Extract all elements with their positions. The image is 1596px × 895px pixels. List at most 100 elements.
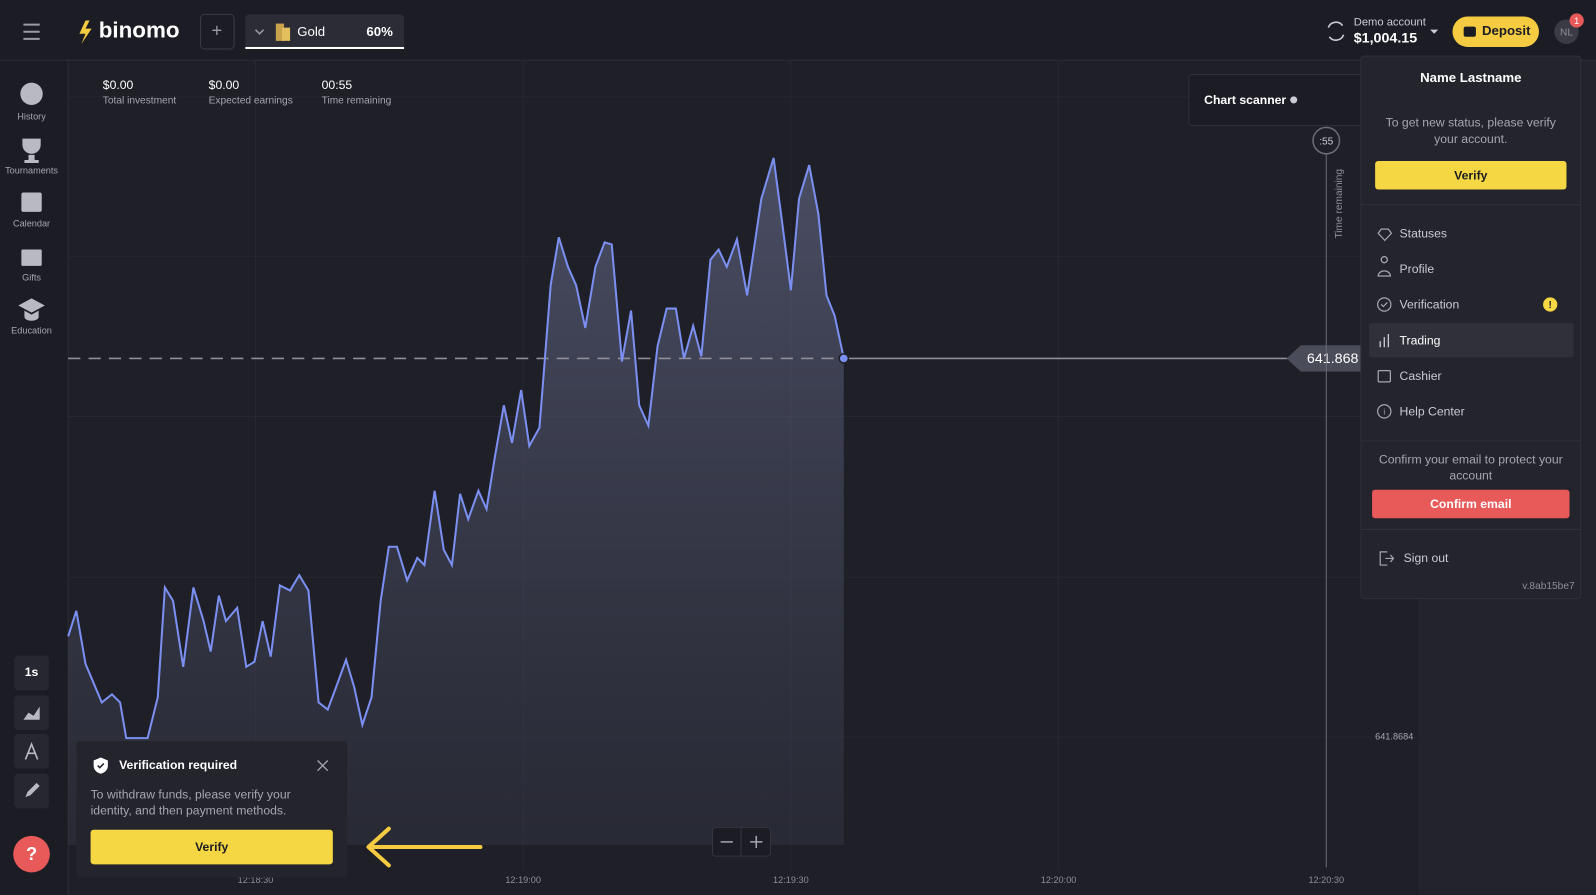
chart-type-icon [23, 706, 40, 720]
sidebar-item[interactable]: Tournaments [5, 166, 58, 176]
warning-icon [1543, 297, 1558, 312]
timeframe-button[interactable] [14, 655, 49, 691]
email-text: account [1449, 469, 1492, 483]
verification-toast: Verification required To withdraw funds,… [76, 741, 348, 878]
timeframe: 1s [25, 665, 39, 679]
account-dropdown[interactable] [1430, 29, 1439, 34]
time-label: 12:18:30 [238, 875, 274, 885]
stat-value: $0.00 [103, 78, 134, 92]
toast-verify-button[interactable] [90, 829, 333, 865]
toast-close[interactable] [317, 760, 329, 772]
shield-check [97, 763, 105, 769]
header: binomo + Gold 60% Demo account $1,004.15… [23, 13, 1584, 50]
chart-type-button[interactable] [14, 695, 49, 730]
chevron [254, 29, 265, 35]
time-label: 12:20:00 [1041, 875, 1077, 885]
price-axis-label: 641.8684 [1375, 732, 1413, 742]
notification-badge [1569, 13, 1584, 28]
menu-item[interactable]: Trading [1400, 333, 1441, 347]
education-icon [18, 298, 45, 321]
status-text: To get new status, please verify [1386, 116, 1557, 130]
asset-name: Gold [297, 24, 325, 39]
price-tag [1286, 345, 1362, 372]
indicators-button[interactable] [14, 734, 49, 769]
wallet-icon [1463, 26, 1476, 37]
menu-item[interactable]: Help Center [1400, 405, 1465, 419]
menu-item-active [1369, 322, 1574, 358]
deposit-label: Deposit [1482, 23, 1531, 38]
add-tab[interactable] [200, 13, 235, 50]
time-label: 12:19:30 [773, 875, 809, 885]
sidebar-item[interactable]: Calendar [13, 219, 50, 229]
user-name: Name Lastname [1420, 70, 1521, 85]
balance[interactable]: $1,004.15 [1354, 31, 1417, 47]
badge-count: 1 [1574, 16, 1579, 26]
status-text: your account. [1434, 132, 1507, 146]
gifts-icon [21, 249, 42, 266]
sidebar-item[interactable]: History [17, 112, 46, 122]
timer: :55 [1319, 136, 1333, 147]
stat-label: Time remaining [322, 96, 392, 107]
price-area [68, 157, 844, 845]
verification-check [1380, 302, 1388, 308]
profile-menu: Name Lastname To get new status, please … [1360, 55, 1582, 600]
help-center-icon [1377, 404, 1392, 419]
deposit-button[interactable] [1452, 16, 1539, 47]
help-icon: ? [26, 843, 37, 864]
help-center-mark: i [1383, 408, 1385, 417]
indicators-icon [24, 742, 39, 760]
toast-title: Verification required [119, 758, 237, 772]
time-label: 12:20:30 [1308, 875, 1344, 885]
sidebar-item[interactable]: Gifts [22, 272, 41, 282]
drawing-icon [25, 782, 40, 798]
sidebar: History Tournaments Calendar Gifts Educa… [5, 82, 58, 873]
gold-icon [275, 23, 284, 41]
pointer-arrow [366, 826, 483, 868]
current-price: 641.868 [1307, 351, 1359, 367]
payout: 60% [366, 24, 393, 39]
stat-value: $0.00 [209, 78, 240, 92]
timer-label: Time remaining [1334, 169, 1345, 239]
switch-icon[interactable] [1327, 21, 1345, 41]
stat-label: Total investment [103, 96, 177, 107]
trading-icon [1379, 334, 1390, 348]
statuses-icon [1377, 228, 1393, 242]
menu-icon[interactable] [23, 23, 40, 40]
timer-circle [1312, 126, 1341, 155]
account-type: Demo account [1354, 16, 1427, 28]
price-chart: 641.868 641.8684 :55 Time remaining Char… [67, 73, 1413, 885]
warning-mark: ! [1549, 300, 1552, 311]
sign-out[interactable]: Sign out [1404, 551, 1449, 565]
cashier-icon [1377, 370, 1392, 383]
menu-item[interactable]: Cashier [1400, 369, 1442, 383]
profile-icon [1377, 256, 1392, 277]
toast-verify-label: Verify [195, 840, 228, 854]
time-label: 12:19:00 [505, 875, 541, 885]
confirm-email-label: Confirm email [1430, 497, 1511, 511]
menu-item[interactable]: Statuses [1400, 226, 1447, 240]
logo[interactable]: binomo [99, 18, 180, 43]
menu-item[interactable]: Profile [1400, 262, 1435, 276]
menu-item[interactable]: Verification [1400, 298, 1460, 312]
current-point [838, 353, 850, 364]
confirm-email-button[interactable] [1372, 489, 1570, 519]
logo-icon [79, 20, 92, 44]
email-text: Confirm your email to protect your [1379, 452, 1563, 466]
history-icon [20, 82, 43, 105]
scanner-dot [1290, 96, 1298, 104]
sidebar-item[interactable]: Education [11, 325, 52, 335]
help-button[interactable] [13, 835, 50, 873]
tournaments-icon [22, 138, 41, 164]
stat-label: Expected earnings [209, 96, 293, 107]
gold-icon [281, 27, 291, 41]
version: v.8ab15be7 [1522, 581, 1575, 592]
stat-value: 00:55 [322, 78, 353, 92]
calendar-icon [21, 192, 42, 212]
menu-verify-button[interactable] [1375, 160, 1567, 190]
sign-out-icon [1379, 551, 1395, 566]
add-tab-icon: + [211, 20, 222, 41]
zoom-in[interactable] [750, 835, 763, 849]
